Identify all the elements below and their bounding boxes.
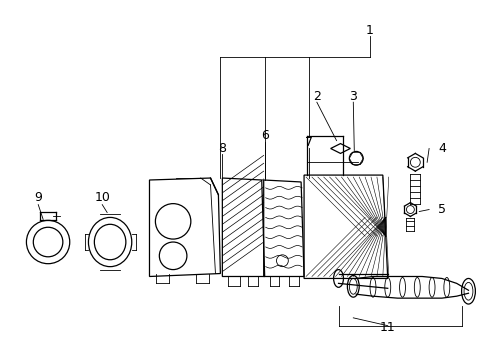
Text: 7: 7 [305,136,312,149]
Text: 6: 6 [260,129,268,142]
Text: 11: 11 [379,321,395,334]
Text: 2: 2 [312,90,320,103]
Text: 4: 4 [437,142,445,155]
Text: 3: 3 [348,90,357,103]
Text: 1: 1 [366,24,373,37]
Text: 5: 5 [437,203,445,216]
Text: 8: 8 [218,142,226,155]
Text: 10: 10 [94,191,110,204]
Text: 9: 9 [34,191,42,204]
